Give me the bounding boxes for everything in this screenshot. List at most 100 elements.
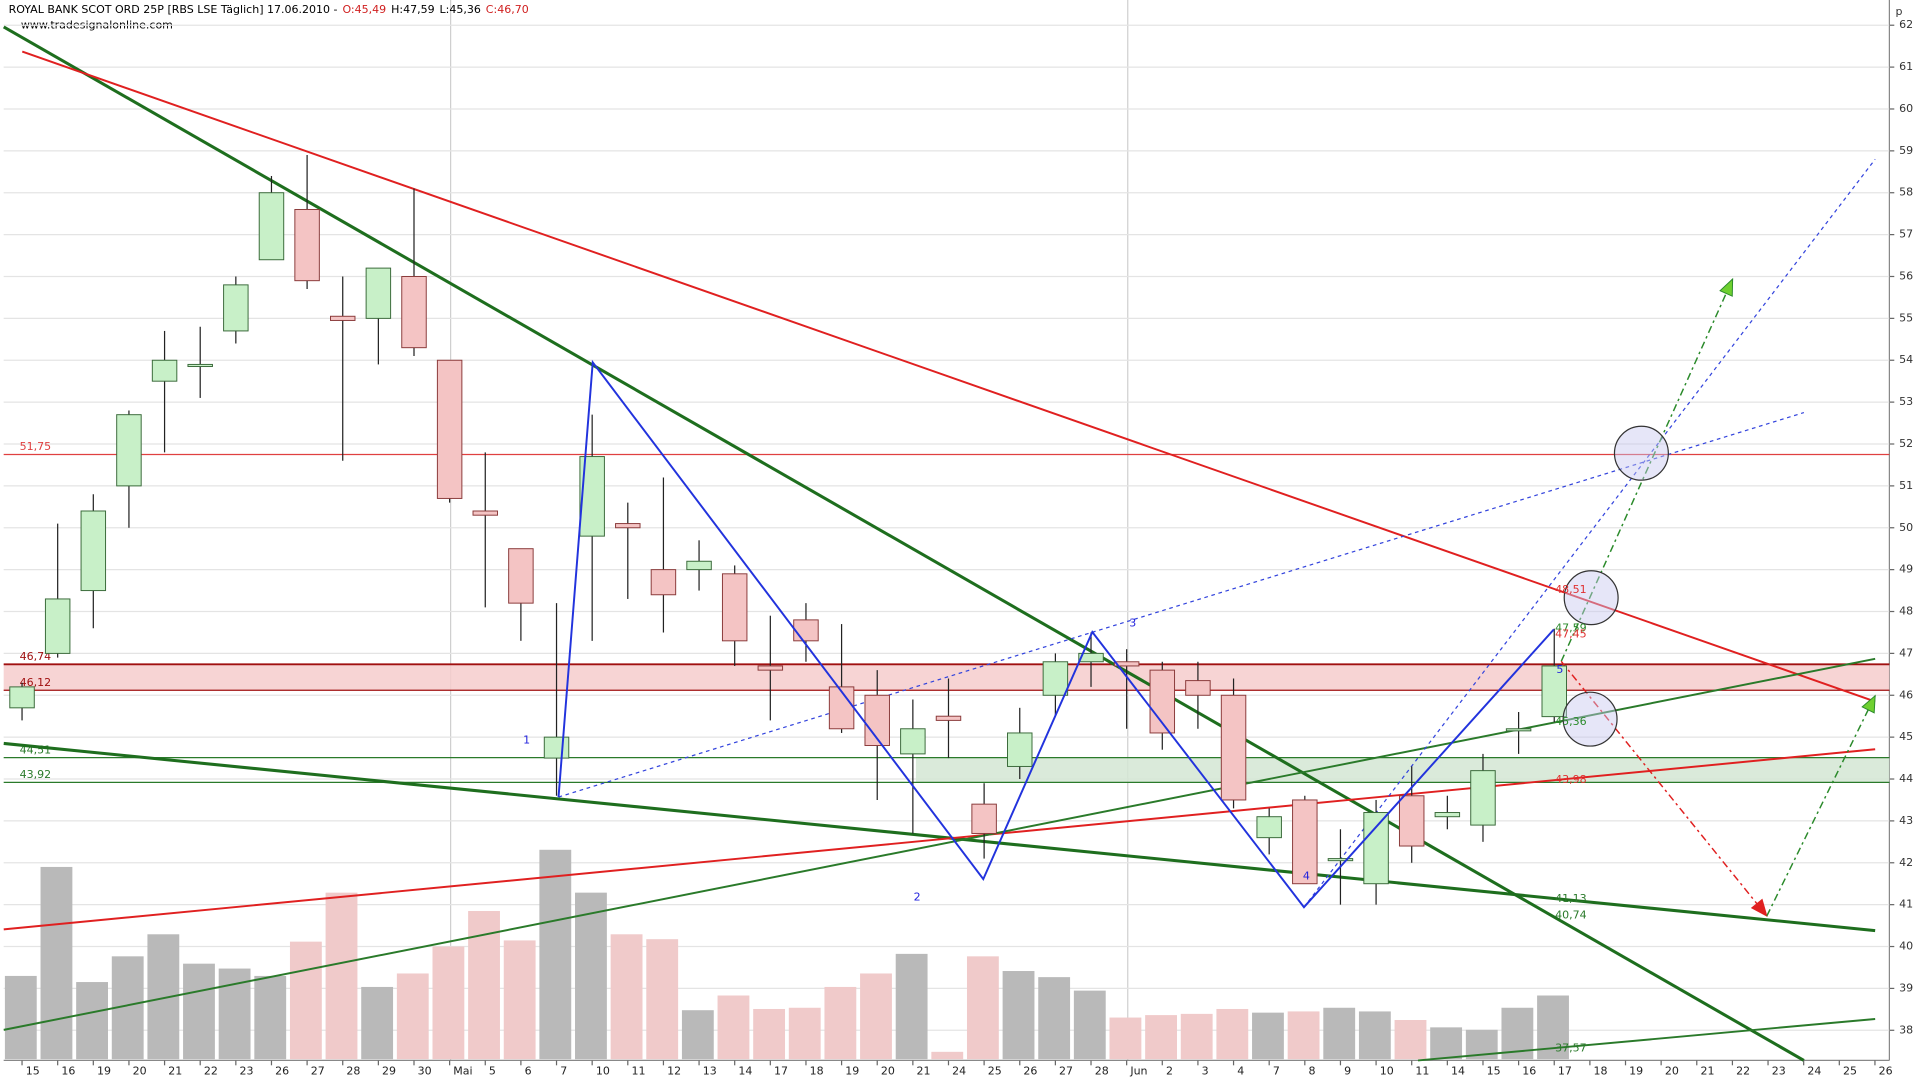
candle-body [721, 573, 748, 642]
candle-body [1505, 728, 1532, 732]
x-tick-label: 3 [1202, 1064, 1209, 1077]
background [3, 0, 1917, 1080]
x-tick-label: 16 [61, 1064, 75, 1077]
volume-bar [1394, 1020, 1427, 1060]
candle-body [294, 208, 320, 282]
volume-bar [432, 946, 465, 1060]
candle-body [650, 569, 677, 596]
candle-body [828, 686, 855, 730]
x-tick-label: 18 [1594, 1064, 1608, 1077]
candle-body [365, 267, 392, 319]
x-tick-label: 22 [204, 1064, 218, 1077]
y-tick-label: 55 [1899, 311, 1913, 324]
x-tick-label: 21 [168, 1064, 182, 1077]
ohlc-label: O:45,49 [342, 3, 386, 16]
trendline [3, 741, 1876, 933]
volume-bar [396, 973, 429, 1060]
volume-bar [1430, 1027, 1463, 1060]
y-tick-label: 57 [1899, 228, 1913, 241]
y-tick-label: 49 [1899, 563, 1913, 576]
y-tick-label: 50 [1899, 521, 1913, 534]
trendline [1560, 660, 1768, 917]
y-tick-label: 54 [1899, 353, 1913, 366]
trendline [1560, 278, 1734, 662]
y-tick-label: 38 [1899, 1023, 1913, 1036]
candle-body [757, 665, 784, 671]
x-tick-label: 17 [774, 1064, 788, 1077]
x-tick-label: 22 [1736, 1064, 1750, 1077]
x-tick-label: 23 [1772, 1064, 1786, 1077]
volume-bar [1109, 1017, 1142, 1060]
target-circle [1613, 425, 1669, 481]
x-tick-label: 17 [1558, 1064, 1572, 1077]
candle-body [401, 276, 427, 349]
x-tick-label: 7 [1273, 1064, 1280, 1077]
ohlc-label: H:47,59 [391, 3, 435, 16]
x-tick-label: 13 [703, 1064, 717, 1077]
candle-body [1292, 799, 1318, 885]
candle-body [44, 598, 71, 654]
x-tick-label: 12 [667, 1064, 681, 1077]
candle-body [1363, 812, 1389, 885]
x-tick-label: 10 [596, 1064, 610, 1077]
price-label: 47,45 [1555, 628, 1587, 641]
y-tick-label: 56 [1899, 269, 1913, 282]
level-label: 43,92 [20, 768, 52, 781]
volume-bar [40, 866, 73, 1060]
trendline [2, 25, 1805, 1062]
arrow-head [1719, 277, 1734, 297]
trendline [21, 50, 1876, 703]
candle-body [1007, 732, 1033, 767]
wave-label: 4 [1303, 870, 1310, 883]
x-tick-label: 25 [1843, 1064, 1857, 1077]
x-tick-label: 19 [1629, 1064, 1643, 1077]
x-tick-label: 19 [97, 1064, 111, 1077]
price-label: 47,59 [1555, 622, 1587, 635]
level-label: 46,74 [20, 650, 52, 663]
title: ROYAL BANK SCOT ORD 25P [RBS LSE Täglich… [9, 3, 338, 16]
candle-body [1113, 661, 1140, 667]
candle-body [864, 694, 890, 747]
x-tick-label: 23 [240, 1064, 254, 1077]
x-tick-label: 25 [988, 1064, 1002, 1077]
x-tick-label: 14 [738, 1064, 752, 1077]
price-label: 40,74 [1555, 909, 1587, 922]
volume-bar [931, 1051, 964, 1060]
volume-bar [788, 1007, 821, 1060]
y-tick-label: 58 [1899, 186, 1913, 199]
x-tick-label: 24 [952, 1064, 966, 1077]
candle-body [900, 728, 926, 755]
price-label: 43,98 [1555, 773, 1587, 786]
volume-bar [1216, 1008, 1249, 1060]
volume-bar [610, 934, 643, 1060]
candle-body [329, 315, 356, 321]
wave-label: 3 [1129, 616, 1136, 629]
x-tick-label: 10 [1380, 1064, 1394, 1077]
y-tick-label: 59 [1899, 144, 1913, 157]
x-tick-label: 28 [346, 1064, 360, 1077]
candle-body [436, 359, 463, 499]
candle-body [116, 414, 142, 487]
volume-bar [1180, 1013, 1213, 1060]
y-tick-label: 48 [1899, 605, 1913, 618]
price-label: 45,36 [1555, 715, 1587, 728]
y-tick-label: 53 [1899, 395, 1913, 408]
x-tick-label: 28 [1095, 1064, 1109, 1077]
volume-bar [539, 849, 572, 1060]
candle-body [1398, 795, 1425, 847]
wave-label: 5 [1556, 663, 1563, 676]
volume-bar [753, 1008, 786, 1060]
volume-bar [575, 892, 607, 1060]
volume-bar [1145, 1015, 1177, 1060]
x-tick-label: 7 [560, 1064, 567, 1077]
y-tick-label: 42 [1899, 856, 1913, 869]
volume-bar [824, 986, 857, 1060]
y-tick-label: 61 [1899, 60, 1913, 73]
candle-body [971, 803, 997, 834]
candle-body [793, 619, 819, 642]
x-tick-label: 11 [631, 1064, 645, 1077]
y-tick-label: 62 [1899, 18, 1913, 31]
candle-body [1256, 816, 1282, 839]
